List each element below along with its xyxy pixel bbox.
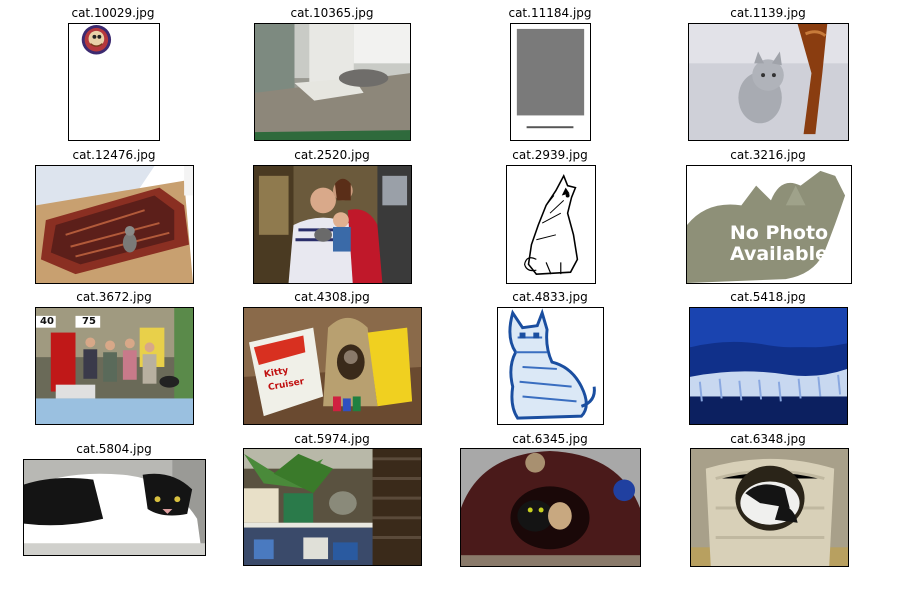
image-caption: cat.5974.jpg [294, 432, 370, 446]
price-sign: 75 [82, 316, 96, 327]
cat-in-tower-photo [690, 448, 849, 567]
black-white-cat-photo [23, 459, 206, 556]
gray-kitten-photo [688, 23, 849, 141]
image-caption: cat.3216.jpg [730, 148, 806, 162]
available-label: Available [729, 243, 829, 265]
gray-placeholder-image [510, 23, 591, 141]
image-caption: cat.10365.jpg [290, 6, 374, 20]
image-caption: cat.4833.jpg [512, 290, 588, 304]
price-sign: 40 [40, 316, 54, 327]
blue-cat-drawing [497, 307, 604, 425]
no-photo-available-image: No Photo Available [686, 165, 852, 284]
image-caption: cat.4308.jpg [294, 290, 370, 304]
cartoon-cat-badge-image [68, 23, 160, 141]
cat-line-drawing [506, 165, 596, 284]
image-caption: cat.2939.jpg [512, 148, 588, 162]
image-caption: cat.5804.jpg [76, 442, 152, 456]
image-caption: cat.6345.jpg [512, 432, 588, 446]
image-caption: cat.6348.jpg [730, 432, 806, 446]
cat-on-rug-photo [35, 165, 194, 284]
family-holding-cat-photo [253, 165, 412, 284]
image-caption: cat.5418.jpg [730, 290, 806, 304]
image-caption: cat.1139.jpg [730, 6, 806, 20]
blue-landscape-photo [689, 307, 848, 425]
image-caption: cat.10029.jpg [71, 6, 155, 20]
cat-in-bed-photo [460, 448, 641, 567]
image-caption: cat.3672.jpg [76, 290, 152, 304]
cat-toy-box-photo: Kitty Cruiser [243, 307, 422, 425]
no-photo-label: No Photo [729, 222, 829, 244]
image-caption: cat.12476.jpg [72, 148, 156, 162]
cat-on-shelf-photo [243, 448, 422, 566]
image-caption: cat.11184.jpg [508, 6, 592, 20]
group-at-booth-photo: 40 75 [35, 307, 194, 425]
cat-on-floor-photo [254, 23, 411, 141]
image-caption: cat.2520.jpg [294, 148, 370, 162]
